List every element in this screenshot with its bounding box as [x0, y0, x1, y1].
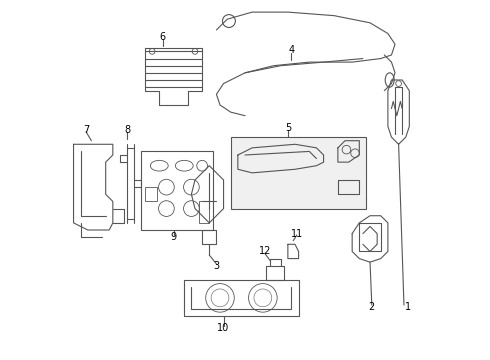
Bar — [142, 152, 213, 230]
Text: 7: 7 — [83, 125, 89, 135]
Text: 11: 11 — [291, 229, 303, 239]
Bar — [198, 202, 209, 223]
Text: 4: 4 — [289, 45, 294, 55]
Text: 5: 5 — [285, 123, 291, 133]
Text: 3: 3 — [213, 261, 220, 271]
Text: 8: 8 — [124, 125, 130, 135]
Text: 2: 2 — [368, 302, 375, 312]
Text: 6: 6 — [160, 32, 166, 42]
Text: 9: 9 — [171, 232, 176, 242]
Text: 12: 12 — [258, 247, 271, 256]
Bar — [231, 137, 367, 208]
Text: 1: 1 — [404, 302, 411, 312]
Text: 10: 10 — [218, 323, 230, 333]
Bar — [145, 187, 157, 202]
